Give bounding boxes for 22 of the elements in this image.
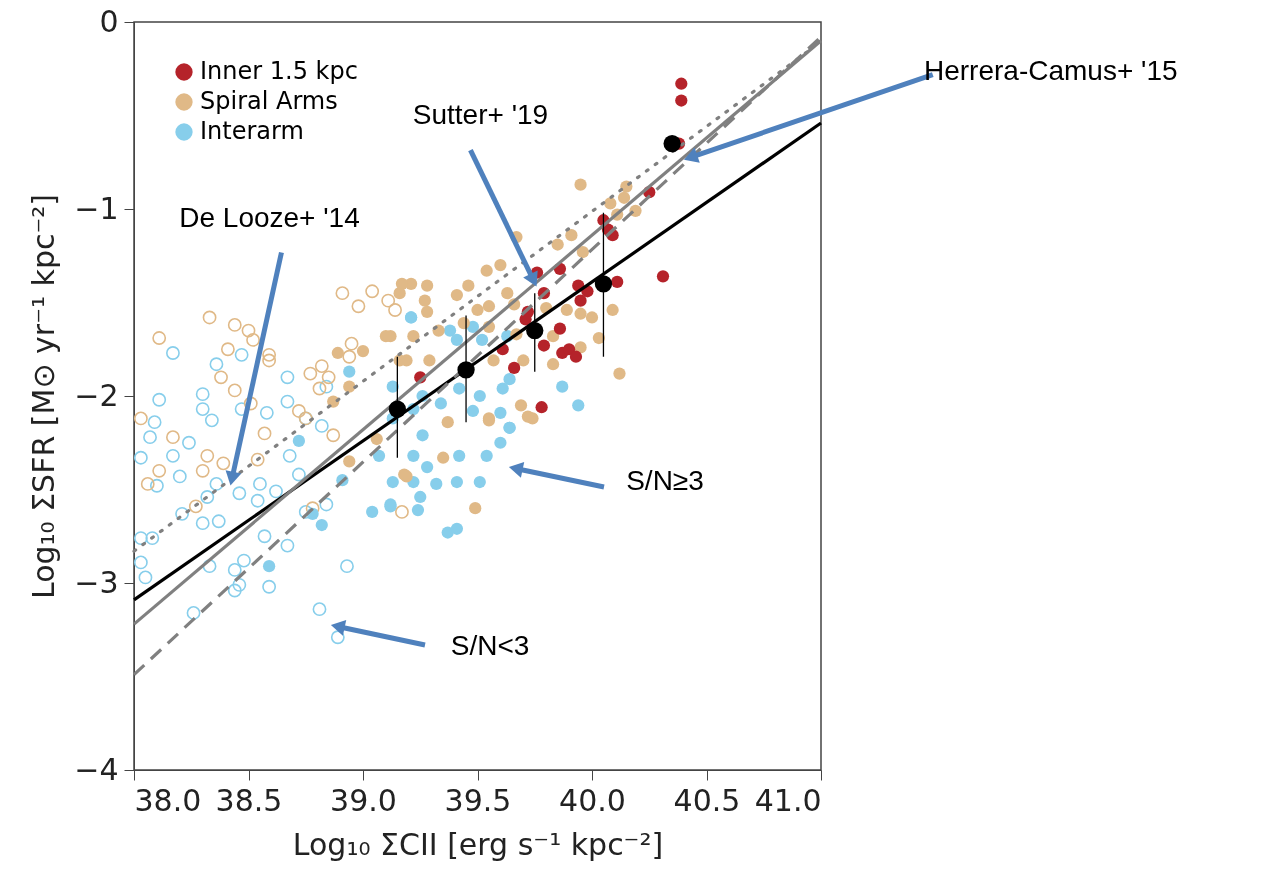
legend-label: Interarm — [200, 117, 304, 145]
x-tick-label: 40.0 — [559, 782, 626, 818]
x-tick-label: 39.0 — [330, 782, 397, 818]
annotation: S/N<3 — [450, 630, 530, 661]
y-tick-label: −3 — [74, 564, 119, 600]
x-axis-title: Log₁₀ ΣCII [erg s⁻¹ kpc⁻²] — [292, 826, 664, 862]
legend-label: Spiral Arms — [200, 87, 338, 115]
y-tick-label: −4 — [74, 751, 119, 787]
y-tick-label: 0 — [99, 3, 119, 39]
annotation: Sutter+ '19 — [412, 99, 549, 131]
x-tick-label: 38.0 — [134, 782, 202, 818]
y-axis-title: Log₁₀ ΣSFR [M⊙ yr⁻¹ kpc⁻²] — [26, 193, 62, 600]
x-tick-label: 38.5 — [215, 782, 283, 818]
x-tick-label: 40.5 — [673, 782, 741, 818]
legend-label: Inner 1.5 kpc — [200, 57, 358, 85]
y-tick-label: −1 — [74, 190, 119, 226]
x-tick-label: 41.0 — [754, 782, 822, 818]
x-tick-label: 39.5 — [444, 782, 512, 818]
y-tick-label: −2 — [74, 377, 119, 413]
annotation: Herrera-Camus+ '15 — [923, 54, 1178, 86]
annotation: De Looze+ '14 — [179, 202, 360, 234]
annotation: S/N≥3 — [626, 465, 704, 496]
